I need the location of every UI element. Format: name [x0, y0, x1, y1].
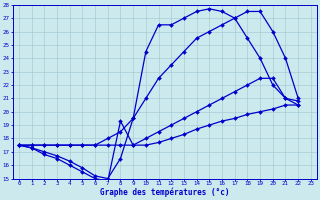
- X-axis label: Graphe des températures (°c): Graphe des températures (°c): [100, 188, 230, 197]
